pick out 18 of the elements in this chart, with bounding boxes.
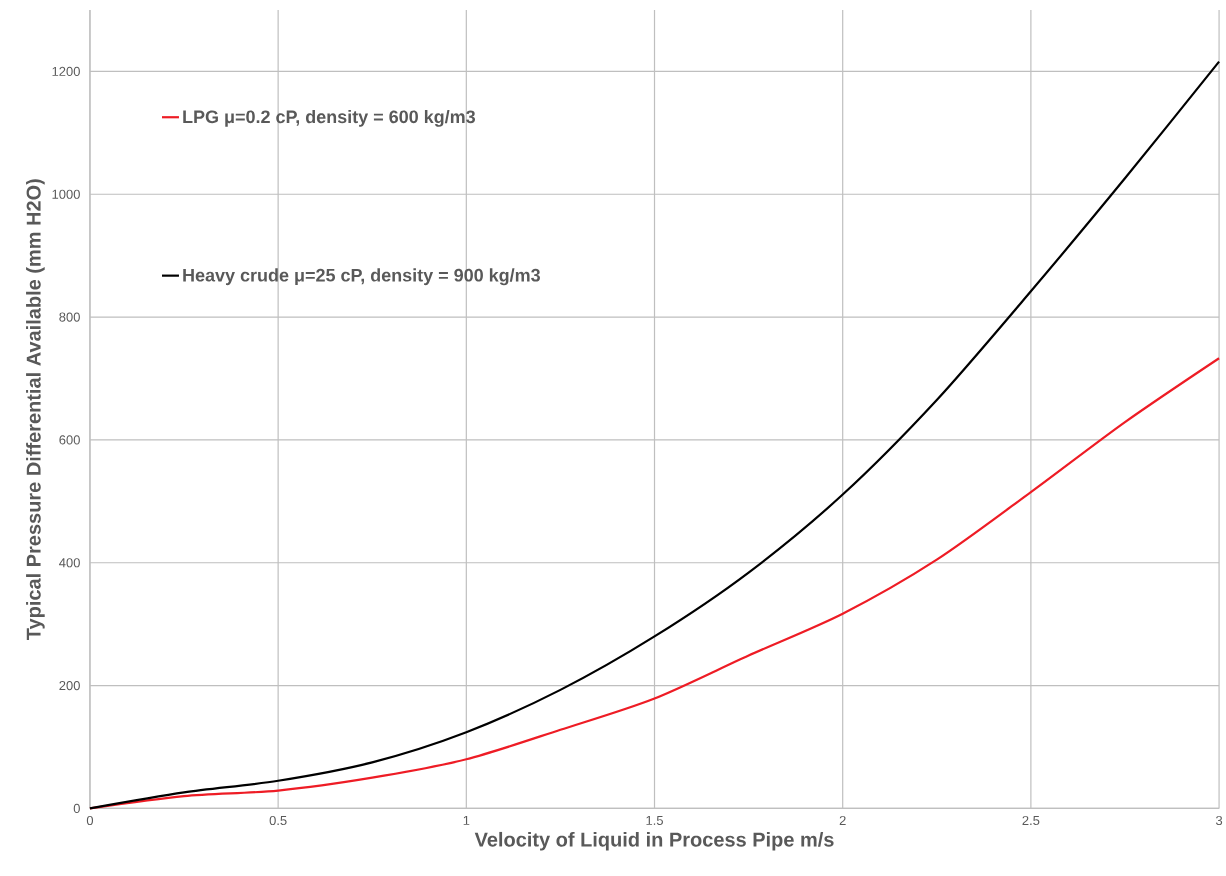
- x-tick-label: 2.5: [1022, 815, 1040, 825]
- y-tick-label: 200: [59, 680, 80, 690]
- y-tick-label: 800: [59, 312, 80, 322]
- x-tick-label: 1.5: [646, 815, 663, 825]
- x-tick-label: 2: [839, 815, 846, 825]
- x-tick-label: 1: [463, 815, 470, 825]
- y-axis-title: Typical Pressure Differential Available (mm H2O): [26, 179, 45, 640]
- y-tick-label: 400: [59, 557, 80, 568]
- legend-label: Heavy crude μ=25 cP, density = 900 kg/m3: [183, 268, 540, 286]
- x-tick-label: 3: [1215, 815, 1223, 825]
- y-tick-label: 1000: [52, 189, 80, 199]
- legend-label: LPG μ=0.2 cP, density = 600 kg/m3: [183, 109, 476, 127]
- y-tick-label: 0: [73, 803, 80, 813]
- y-tick-label: 1200: [52, 66, 80, 76]
- x-axis-title: Velocity of Liquid in Process Pipe m/s: [474, 831, 834, 851]
- x-tick-label: 0: [86, 815, 94, 825]
- y-tick-label: 600: [59, 435, 80, 445]
- x-tick-label: 0.5: [269, 815, 287, 825]
